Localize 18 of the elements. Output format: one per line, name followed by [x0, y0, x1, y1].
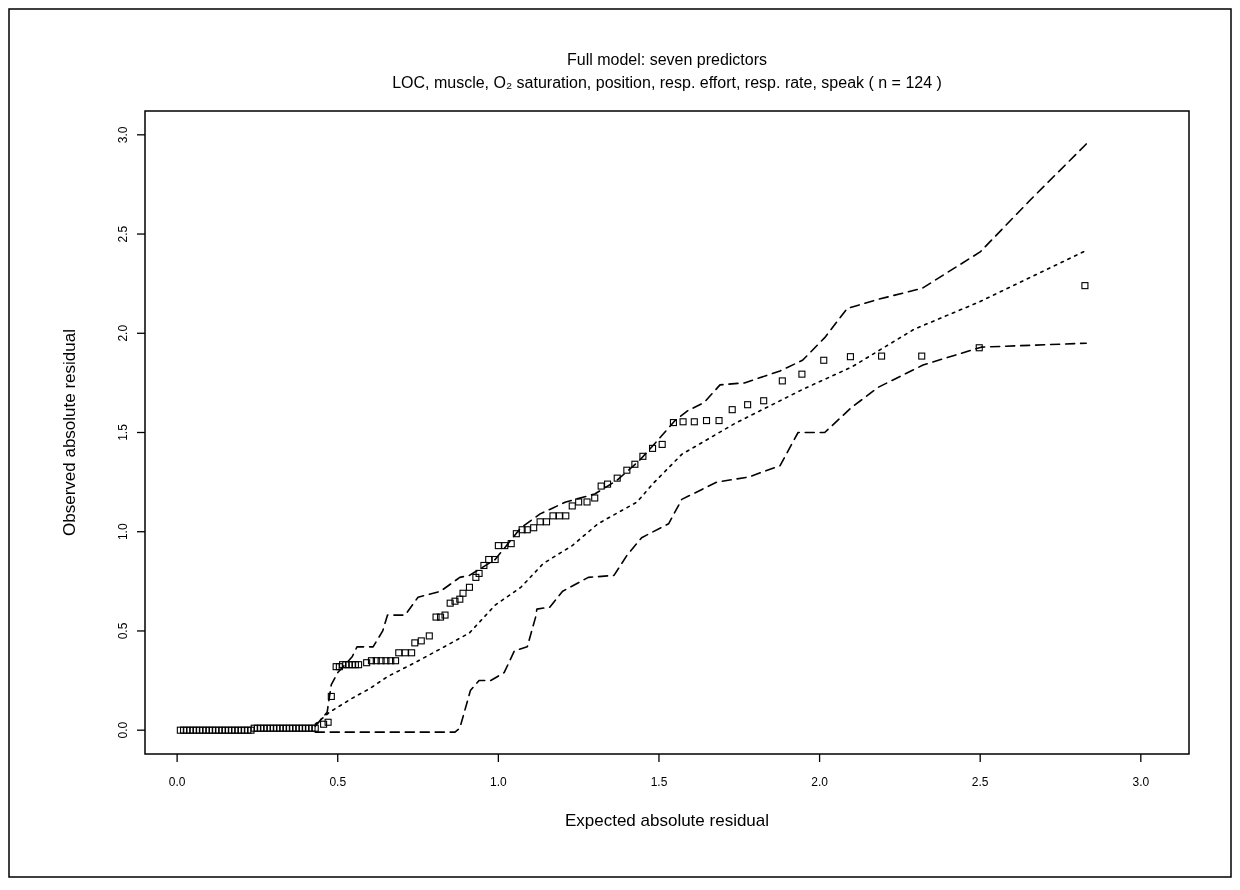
chart-title: Full model: seven predictors [566, 51, 768, 68]
x-axis-title: Expected absolute residual [564, 811, 770, 830]
y-tick-label: 1.0 [116, 523, 130, 541]
chart-subtitle: LOC, muscle, O₂ saturation, position, resp. effort, resp. rate, speak ( n = 124 ) [392, 74, 942, 91]
y-tick-label: 0.0 [116, 721, 130, 739]
x-tick-label: 0.5 [329, 775, 347, 789]
y-tick-label: 2.5 [116, 225, 130, 243]
x-tick-label: 0.0 [168, 775, 186, 789]
x-tick-label: 3.0 [1132, 775, 1150, 789]
y-tick-label: 3.0 [116, 126, 130, 144]
x-tick-label: 1.5 [650, 775, 668, 789]
y-axis-title: Observed absolute residual [60, 329, 79, 536]
y-tick-label: 1.5 [116, 423, 130, 441]
y-tick-label: 0.5 [116, 622, 130, 640]
x-tick-label: 2.5 [971, 775, 989, 789]
x-tick-label: 2.0 [811, 775, 829, 789]
y-tick-label: 2.0 [116, 324, 130, 342]
x-tick-label: 1.0 [490, 775, 508, 789]
